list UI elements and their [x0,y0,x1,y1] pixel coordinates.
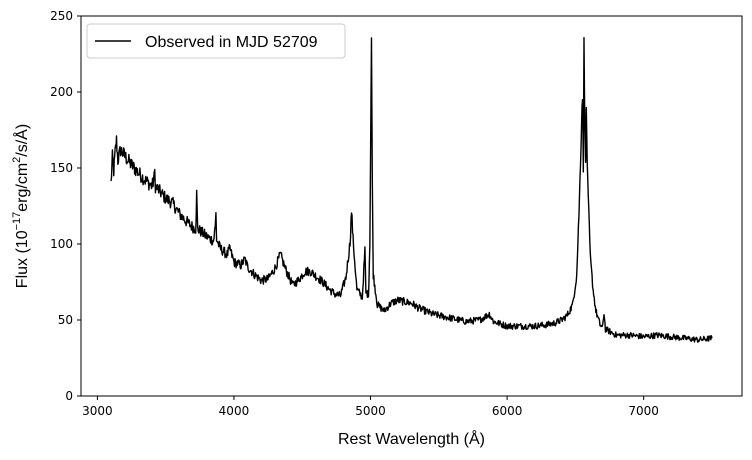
axes-frame [80,15,743,397]
y-tick-label: 100 [50,237,73,251]
plot-area [80,15,743,397]
y-tick-label: 0 [65,389,73,403]
x-axis-ticks: 3000 4000 5000 6000 7000 [82,396,659,418]
legend-box [86,23,346,59]
spectrum-line [110,36,713,343]
y-tick-label: 250 [50,9,73,23]
x-axis-label: Rest Wavelength (Å) [338,429,485,448]
y-tick-label: 150 [50,161,73,175]
y-axis-ticks: 0 50 100 150 200 250 [50,9,81,403]
y-tick-label: 50 [58,313,73,327]
y-tick-label: 200 [50,85,73,99]
x-tick-label: 7000 [628,404,659,418]
legend-label: Observed in MJD 52709 [145,34,318,51]
x-tick-label: 6000 [492,404,523,418]
x-tick-label: 3000 [82,404,113,418]
y-axis-label: Flux (10−17erg/cm2/s/Å) [11,124,31,288]
x-tick-label: 4000 [219,404,250,418]
x-tick-label: 5000 [355,404,386,418]
legend: Observed in MJD 52709 [86,23,346,59]
